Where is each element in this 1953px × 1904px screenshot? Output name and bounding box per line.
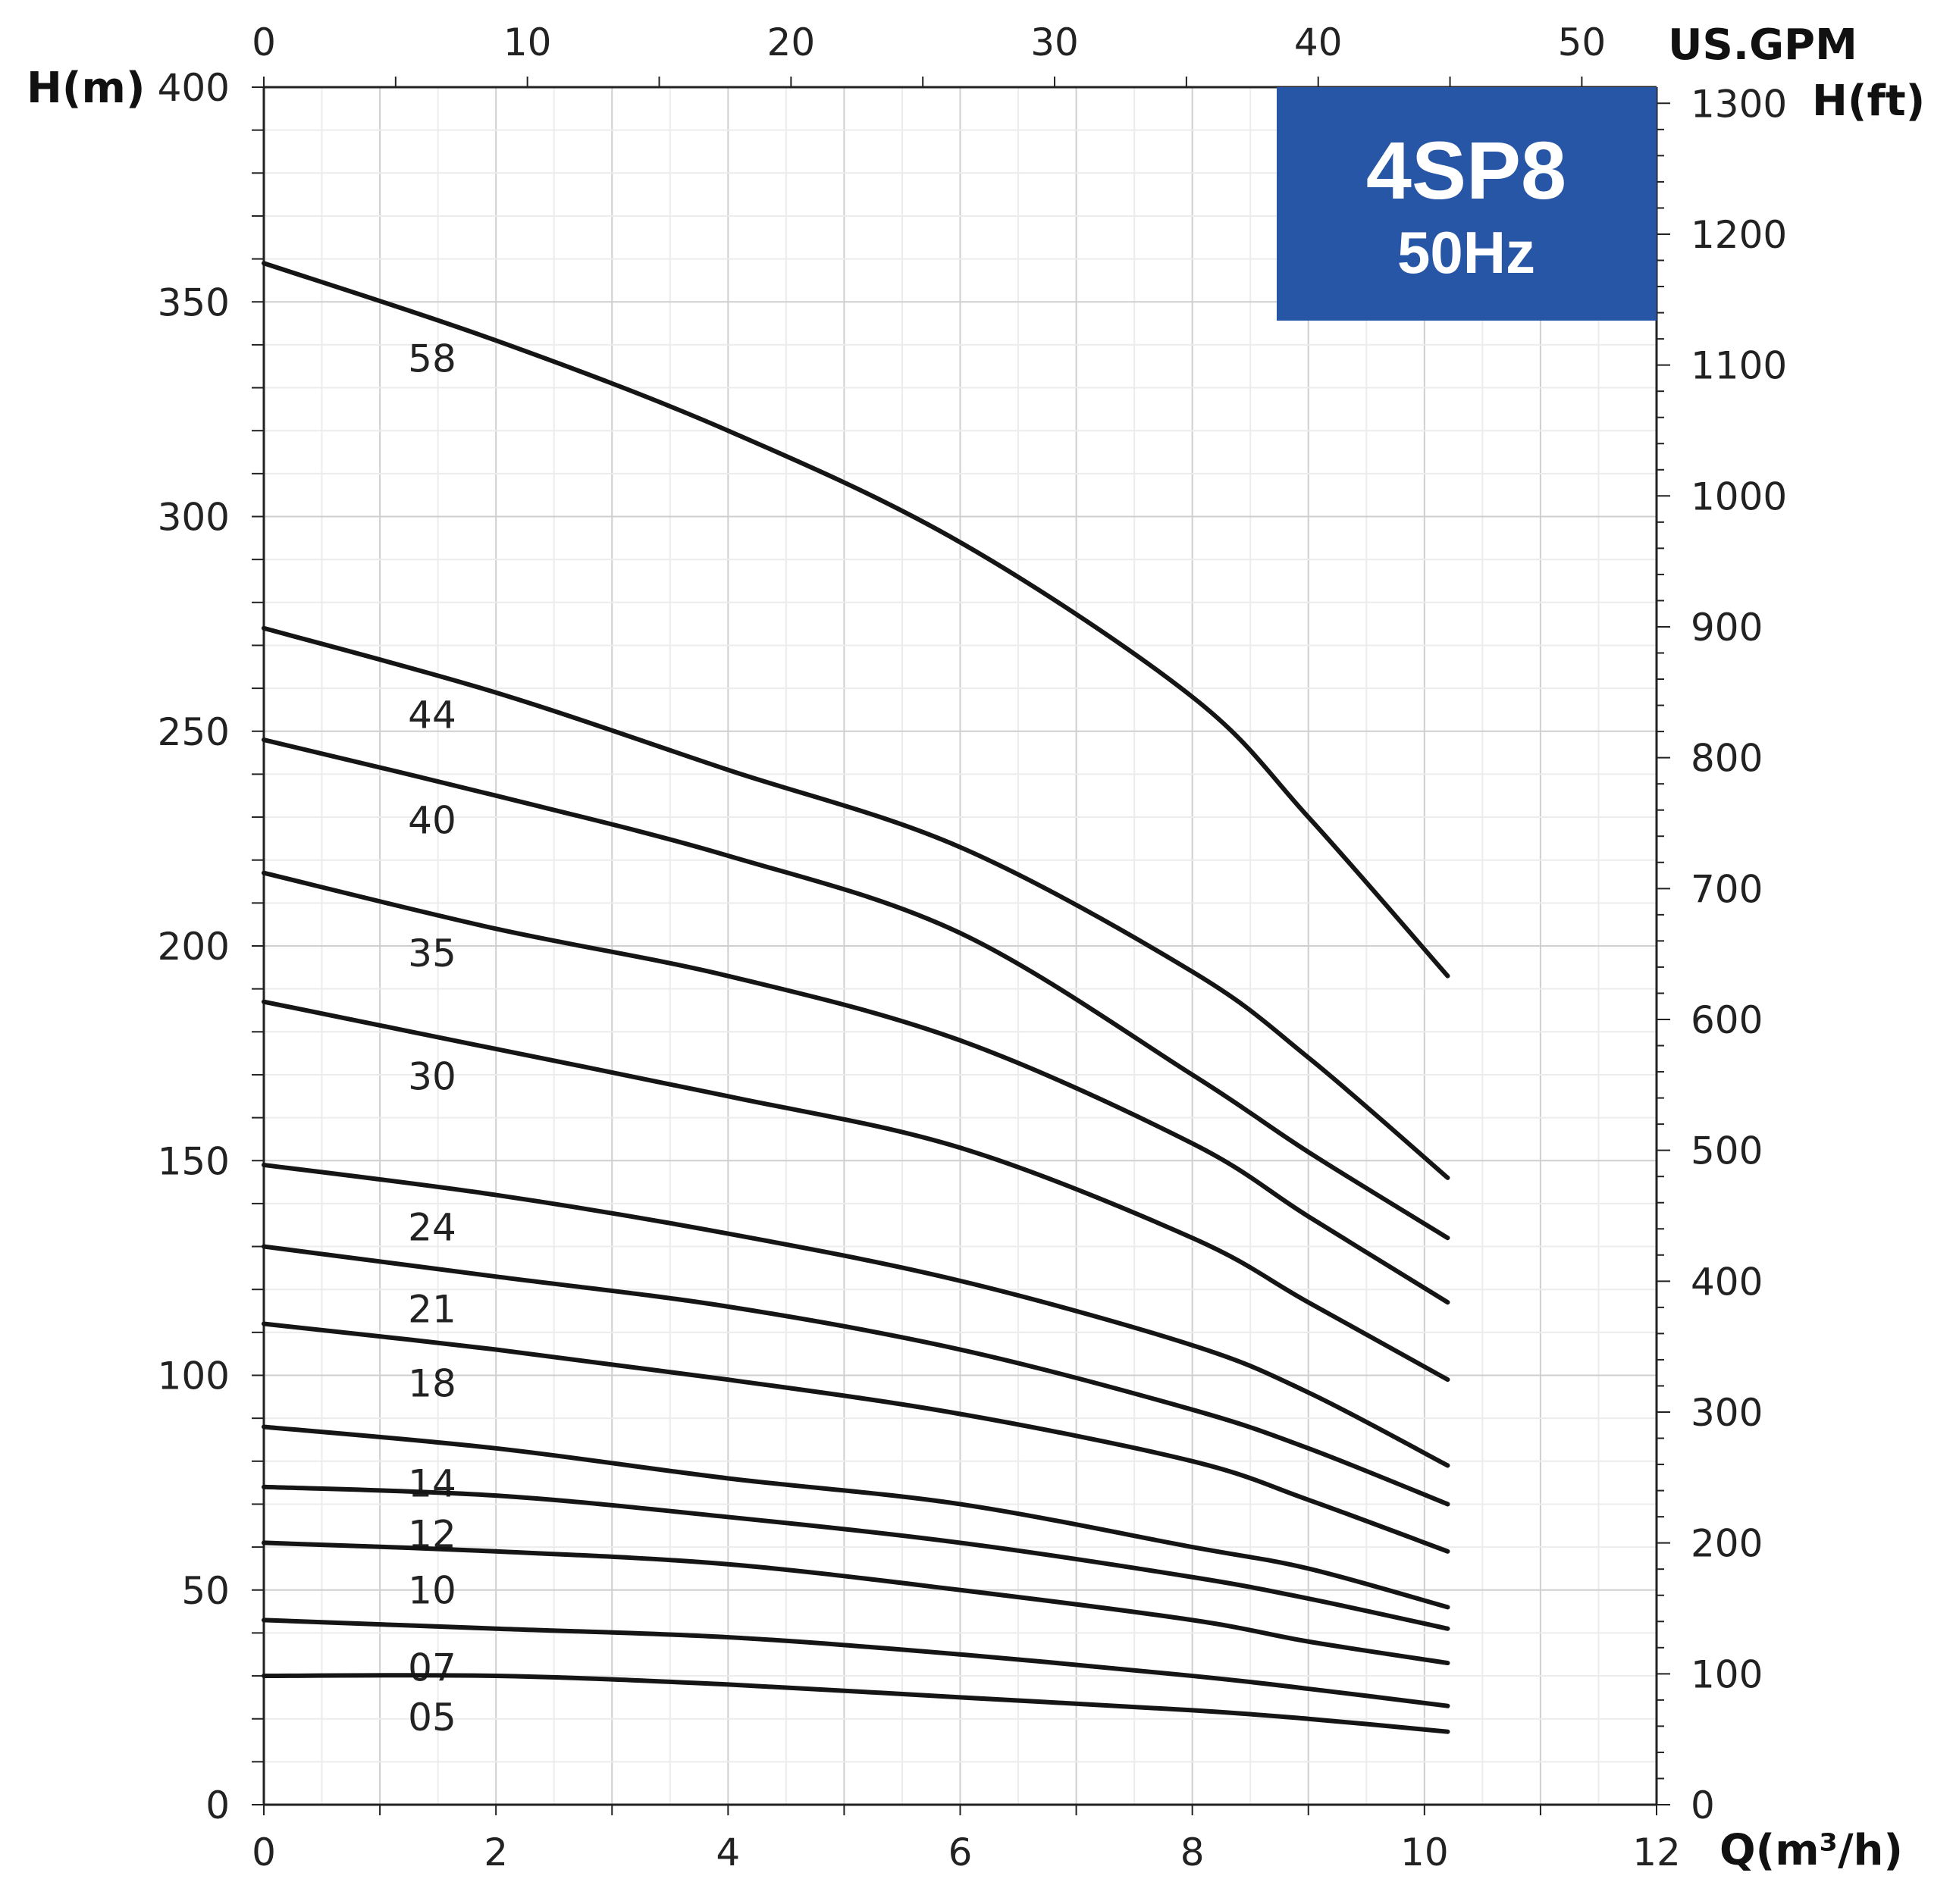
right-tick-label: 900	[1691, 606, 1763, 650]
grid	[263, 86, 1657, 1805]
y-tick-label: 200	[158, 925, 230, 969]
curve-40	[262, 737, 1450, 1241]
top-tick-label: 20	[767, 20, 816, 64]
y-axis-title: H(m)	[27, 64, 145, 113]
curve-label-07: 07	[408, 1646, 456, 1689]
curve-07	[262, 1617, 1450, 1708]
y-tick-label: 250	[158, 710, 230, 754]
right-tick-label: 400	[1691, 1260, 1763, 1304]
curve-label-40: 40	[408, 799, 456, 843]
curve-label-05: 05	[408, 1696, 456, 1740]
curve-30	[262, 999, 1450, 1383]
badge-background	[1277, 87, 1657, 321]
curve-24	[262, 1162, 1450, 1468]
curve-12	[262, 1484, 1450, 1631]
right-tick-label: 500	[1691, 1129, 1763, 1173]
right-tick-label: 600	[1691, 998, 1763, 1042]
right-tick-label: 1300	[1691, 82, 1787, 126]
right-tick-label: 0	[1691, 1783, 1715, 1827]
curve-10	[262, 1540, 1450, 1666]
curve-label-14: 14	[408, 1461, 456, 1505]
curve-label-24: 24	[408, 1206, 456, 1250]
x-axis-title: Q(m³/h)	[1719, 1826, 1903, 1875]
top-tick-label: 10	[503, 20, 552, 64]
y-tick-label: 0	[205, 1783, 230, 1827]
curve-35	[262, 870, 1450, 1305]
right-tick-label: 800	[1691, 737, 1763, 781]
curve-label-44: 44	[408, 693, 456, 737]
x-tick-label: 4	[716, 1830, 740, 1874]
y-tick-label: 50	[181, 1569, 230, 1613]
curve-label-30: 30	[408, 1054, 456, 1098]
top-axis-title: US.GPM	[1668, 20, 1857, 70]
right-tick-label: 100	[1691, 1652, 1763, 1696]
y-tick-label: 150	[158, 1139, 230, 1183]
curve-label-35: 35	[408, 932, 456, 975]
y-tick-label: 400	[158, 66, 230, 110]
curve-58	[262, 261, 1450, 979]
right-tick-label: 200	[1691, 1522, 1763, 1566]
right-tick-label: 1200	[1691, 213, 1787, 257]
x-tick-label: 8	[1180, 1830, 1205, 1874]
model-badge: 4SP8 50Hz	[1277, 87, 1657, 321]
curve-18	[262, 1321, 1450, 1554]
curve-label-58: 58	[408, 337, 456, 381]
curve-05	[262, 1673, 1450, 1734]
right-tick-label: 1000	[1691, 474, 1787, 518]
curve-44	[262, 625, 1450, 1180]
x-tick-label: 12	[1632, 1830, 1681, 1874]
x-tick-label: 0	[252, 1830, 276, 1874]
y-tick-label: 100	[158, 1354, 230, 1398]
curve-label-21: 21	[408, 1287, 456, 1331]
right-axis-title: H(ft)	[1812, 77, 1925, 126]
top-tick-label: 40	[1294, 20, 1343, 64]
right-tick-label: 1100	[1691, 344, 1787, 388]
y-tick-label: 350	[158, 280, 230, 324]
curve-21	[262, 1244, 1450, 1507]
badge-subtitle: 50Hz	[1397, 219, 1535, 286]
x-tick-label: 10	[1400, 1830, 1449, 1874]
y-tick-label: 300	[158, 496, 230, 540]
right-tick-label: 700	[1691, 867, 1763, 911]
curve-14	[262, 1424, 1450, 1610]
right-tick-label: 300	[1691, 1391, 1763, 1435]
top-tick-label: 50	[1558, 20, 1607, 64]
x-tick-label: 2	[484, 1830, 508, 1874]
x-tick-label: 6	[948, 1830, 973, 1874]
badge-title: 4SP8	[1366, 124, 1566, 216]
top-tick-label: 30	[1030, 20, 1079, 64]
curve-label-10: 10	[408, 1568, 456, 1612]
top-tick-label: 0	[252, 20, 276, 64]
curve-label-18: 18	[408, 1361, 456, 1405]
